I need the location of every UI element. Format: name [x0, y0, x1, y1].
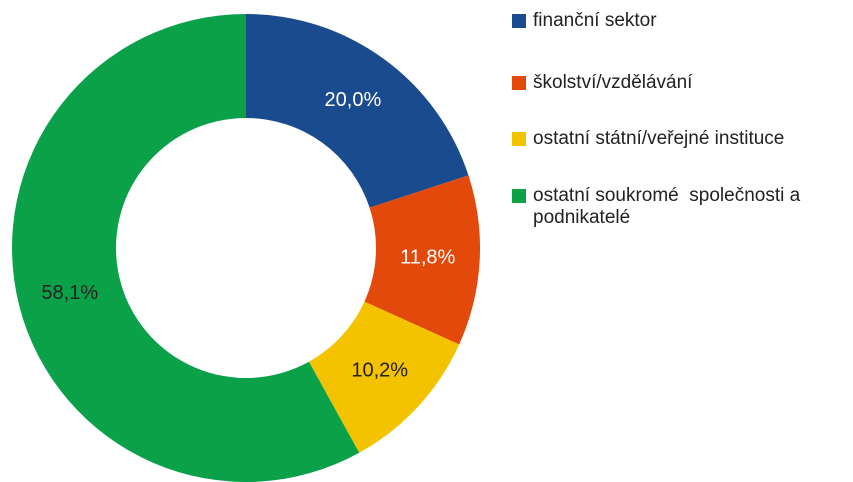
legend-swatch: [512, 189, 526, 203]
slice: [246, 14, 469, 208]
legend-swatch: [512, 76, 526, 90]
legend-label: ostatní státní/veřejné instituce: [533, 128, 785, 149]
slice: [308, 301, 460, 453]
legend-label: ostatní soukromé společnosti a podnikate…: [533, 185, 806, 228]
legend-item: finanční sektor: [512, 10, 842, 32]
data-label: 20,0%: [325, 89, 382, 111]
legend-item: školství/vzdělávání: [512, 72, 842, 94]
legend-swatch: [512, 132, 526, 146]
legend-item: ostatní soukromé společnosti a podnikate…: [512, 185, 842, 229]
legend-swatch: [512, 14, 526, 28]
legend-label: školství/vzdělávání: [533, 72, 693, 93]
legend-label: finanční sektor: [533, 10, 657, 31]
legend-item: ostatní státní/veřejné instituce: [512, 128, 842, 150]
data-label: 11,8%: [400, 246, 455, 268]
slice: [12, 14, 360, 482]
slice: [364, 175, 480, 345]
data-label: 58,1%: [41, 282, 98, 304]
data-label: 10,2%: [351, 360, 408, 382]
